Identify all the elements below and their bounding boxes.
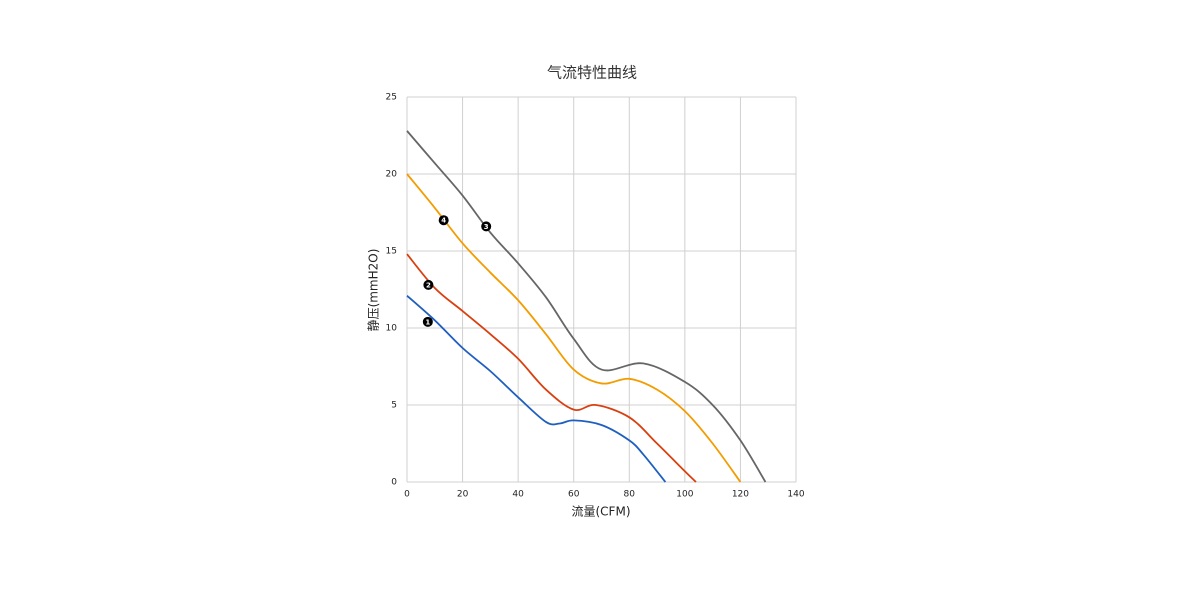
series-label: 3 [484, 223, 489, 231]
y-tick-label: 20 [386, 170, 398, 180]
series-marker [438, 215, 449, 226]
chart-title: 气流特性曲线 [547, 64, 637, 82]
series-marker [423, 279, 434, 290]
series-marker [481, 221, 492, 232]
x-tick-label: 100 [676, 490, 693, 500]
x-tick-label: 140 [787, 490, 804, 500]
x-tick-label: 120 [732, 490, 749, 500]
y-tick-label: 15 [386, 247, 397, 257]
series-line [406, 253, 697, 483]
series-label: 4 [441, 217, 446, 225]
x-tick-label: 60 [568, 490, 580, 500]
series-line [406, 294, 667, 483]
y-tick-label: 0 [391, 478, 397, 488]
series-label: 1 [425, 318, 430, 326]
series-marker [422, 316, 433, 327]
series-line [406, 173, 742, 483]
x-tick-label: 0 [404, 490, 410, 500]
series-line [406, 130, 767, 483]
series-label: 2 [426, 281, 431, 289]
x-axis-label: 流量(CFM) [572, 505, 631, 519]
y-tick-label: 25 [386, 93, 397, 103]
y-axis-label: 静压(mmH2O) [367, 249, 381, 332]
y-tick-label: 10 [386, 324, 398, 334]
x-tick-label: 80 [624, 490, 636, 500]
y-tick-label: 5 [391, 401, 397, 411]
x-tick-label: 40 [512, 490, 524, 500]
x-tick-label: 20 [457, 490, 469, 500]
